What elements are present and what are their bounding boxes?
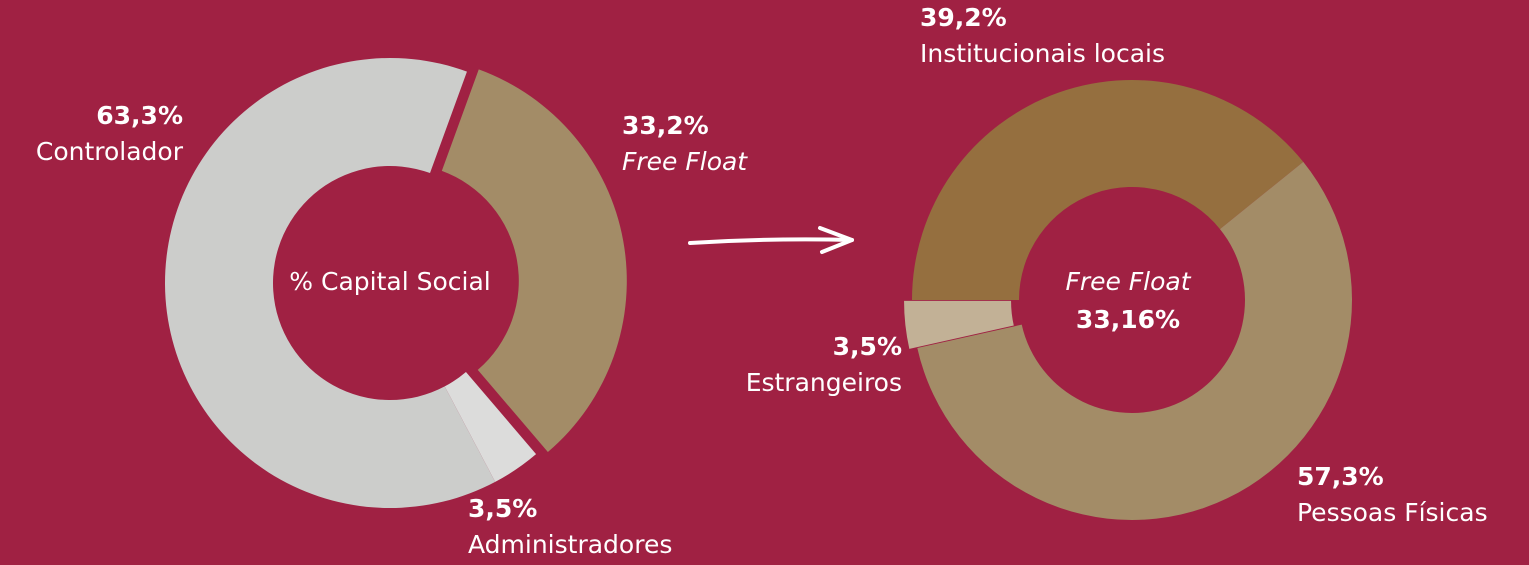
donut-slice (912, 79, 1304, 300)
center-label: % Capital Social (289, 267, 490, 296)
slice-value-label: 33,2% (622, 111, 709, 140)
slice-name-label: Institucionais locais (920, 39, 1165, 68)
slice-name-label: Controlador (36, 137, 184, 166)
slice-value-label: 3,5% (833, 332, 902, 361)
center-value-label: 33,16% (1076, 305, 1180, 334)
slice-name-label: Free Float (622, 147, 748, 176)
donut-slice (917, 161, 1352, 520)
slice-name-label: Administradores (468, 530, 672, 559)
slice-name-label: Pessoas Físicas (1297, 498, 1488, 527)
slice-name-label: Estrangeiros (746, 368, 902, 397)
arrow (688, 226, 854, 254)
slice-value-label: 39,2% (920, 3, 1007, 32)
slice-value-label: 57,3% (1297, 462, 1384, 491)
donut-slice (441, 69, 627, 453)
center-label: Free Float (1065, 267, 1191, 296)
donut-slice (444, 371, 537, 482)
slice-value-label: 63,3% (96, 101, 183, 130)
donut-slice (904, 300, 1014, 349)
donut-slice (164, 57, 496, 509)
slice-value-label: 3,5% (468, 494, 537, 523)
